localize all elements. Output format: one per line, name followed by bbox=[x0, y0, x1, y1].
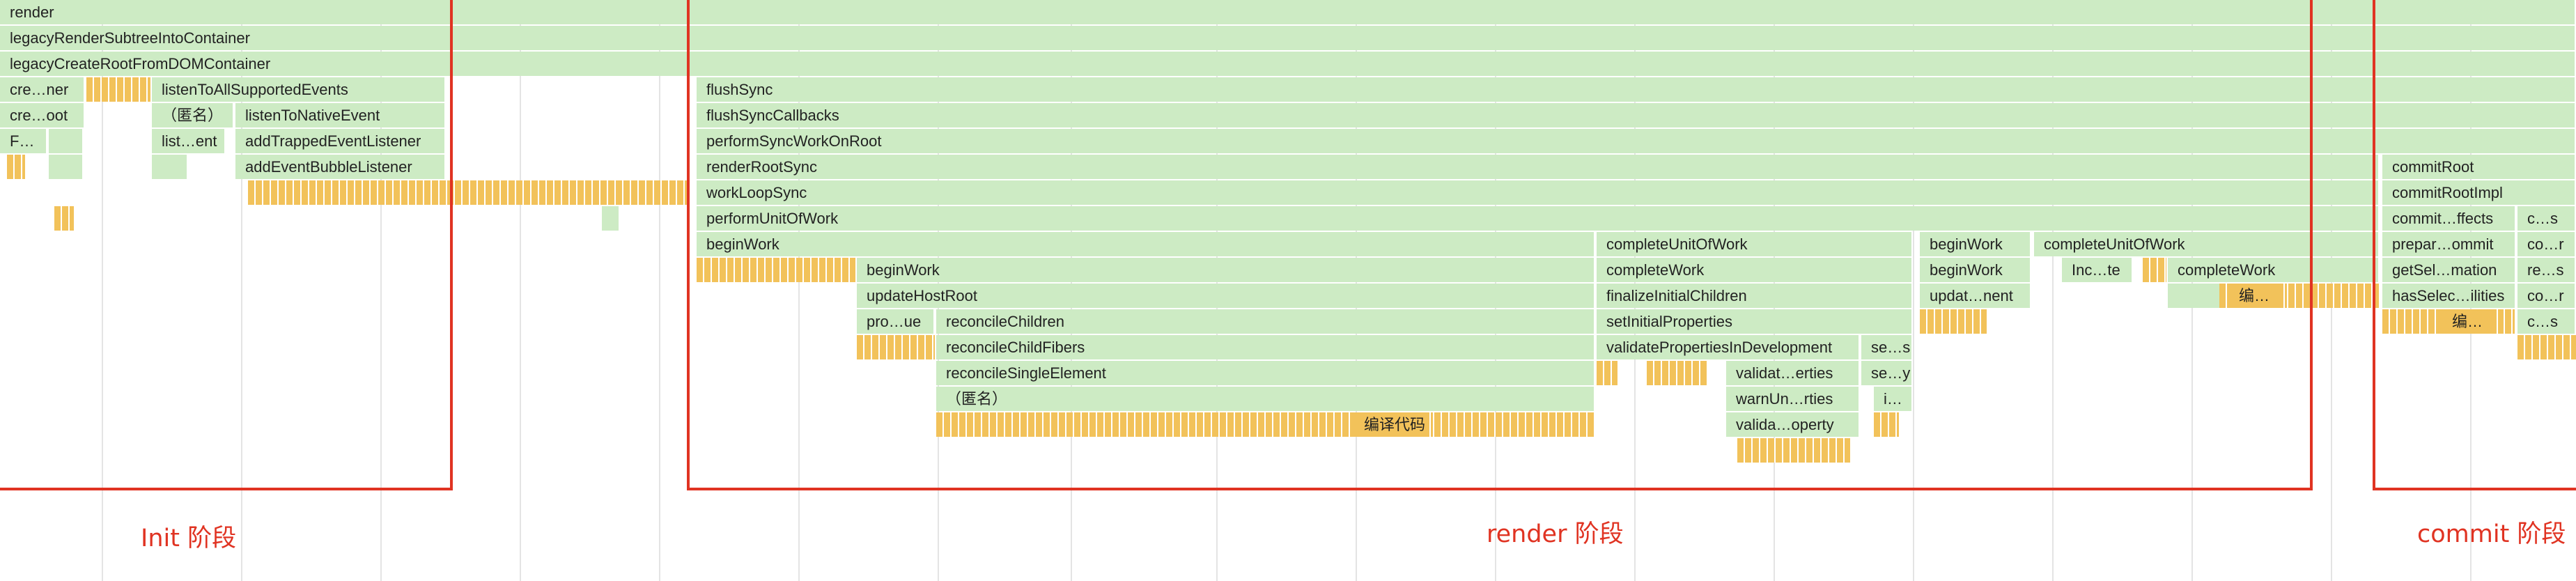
flame-frame[interactable]: hasSelec…ilities bbox=[2382, 284, 2516, 308]
flame-frame[interactable]: （匿名） bbox=[152, 103, 234, 127]
flame-frame[interactable]: completeWork bbox=[2168, 258, 2380, 282]
flame-frame[interactable]: co…r bbox=[2517, 232, 2576, 256]
grid-line bbox=[798, 0, 800, 581]
flame-frame[interactable]: cre…oot bbox=[0, 103, 85, 127]
flame-frame[interactable]: se…s bbox=[1861, 335, 1913, 359]
flame-frame[interactable]: updat…nent bbox=[1920, 284, 2031, 308]
flame-frame[interactable] bbox=[49, 129, 84, 153]
flame-frame[interactable]: validatePropertiesInDevelopment bbox=[1597, 335, 1860, 359]
grid-line bbox=[380, 0, 382, 581]
flame-frame[interactable]: performSyncWorkOnRoot bbox=[697, 129, 2576, 153]
compile-frame[interactable] bbox=[697, 258, 855, 282]
compile-frame[interactable] bbox=[2143, 258, 2166, 282]
flame-frame[interactable]: pro…ue bbox=[857, 309, 935, 334]
grid-line bbox=[659, 0, 660, 581]
grid-line bbox=[1913, 0, 1914, 581]
flame-frame[interactable]: Inc…te bbox=[2062, 258, 2133, 282]
grid-line bbox=[520, 0, 521, 581]
flame-frame[interactable]: commit…ffects bbox=[2382, 206, 2516, 231]
compile-frame[interactable] bbox=[936, 412, 1595, 437]
flame-frame[interactable]: renderRootSync bbox=[697, 155, 2380, 179]
flame-frame[interactable]: list…ent bbox=[152, 129, 226, 153]
flame-frame[interactable]: 编… bbox=[2229, 284, 2285, 308]
flame-frame[interactable]: c…s bbox=[2517, 309, 2576, 334]
compile-frame[interactable] bbox=[1874, 412, 1899, 437]
flame-frame[interactable]: flushSync bbox=[697, 77, 2576, 102]
flame-frame[interactable]: warnUn…rties bbox=[1726, 387, 1860, 411]
flame-frame[interactable]: flushSyncCallbacks bbox=[697, 103, 2576, 127]
flame-frame[interactable]: valida…operty bbox=[1726, 412, 1860, 437]
flame-frame[interactable]: completeUnitOfWork bbox=[1597, 232, 1913, 256]
grid-line bbox=[2052, 0, 2054, 581]
flame-frame[interactable]: beginWork bbox=[857, 258, 1595, 282]
flame-frame[interactable]: getSel…mation bbox=[2382, 258, 2516, 282]
flame-frame[interactable]: beginWork bbox=[697, 232, 1595, 256]
flame-frame[interactable]: legacyRenderSubtreeIntoContainer bbox=[0, 26, 2576, 50]
flame-frame[interactable]: validat…erties bbox=[1726, 361, 1860, 385]
flame-frame[interactable]: setInitialProperties bbox=[1597, 309, 1913, 334]
flame-frame[interactable]: completeWork bbox=[1597, 258, 1913, 282]
init-phase-label: Init 阶段 bbox=[141, 525, 237, 552]
compile-frame[interactable] bbox=[857, 335, 935, 359]
flame-frame[interactable] bbox=[49, 155, 84, 179]
render-phase-label: render 阶段 bbox=[1487, 520, 1624, 548]
grid-line bbox=[102, 0, 103, 581]
flame-frame[interactable]: legacyCreateRootFromDOMContainer bbox=[0, 52, 2576, 76]
flame-frame[interactable]: cre…ner bbox=[0, 77, 85, 102]
compile-frame[interactable] bbox=[1647, 361, 1707, 385]
flame-frame[interactable]: workLoopSync bbox=[697, 180, 2380, 205]
compile-frame[interactable] bbox=[86, 77, 150, 102]
flame-frame[interactable]: 编… bbox=[2442, 309, 2498, 334]
flame-frame[interactable]: performUnitOfWork bbox=[697, 206, 2380, 231]
flame-frame[interactable]: reconcileChildren bbox=[936, 309, 1595, 334]
flame-frame[interactable]: commitRoot bbox=[2382, 155, 2576, 179]
flame-frame[interactable]: F… bbox=[0, 129, 47, 153]
flame-frame[interactable]: listenToAllSupportedEvents bbox=[152, 77, 446, 102]
flame-frame[interactable]: （匿名） bbox=[936, 387, 1595, 411]
compile-frame[interactable] bbox=[1597, 361, 1617, 385]
compile-frame[interactable] bbox=[1737, 438, 1850, 463]
commit-phase-label: commit 阶段 bbox=[2417, 520, 2566, 548]
flame-frame[interactable]: i… bbox=[1874, 387, 1913, 411]
flame-frame[interactable]: updateHostRoot bbox=[857, 284, 1595, 308]
grid-line bbox=[241, 0, 242, 581]
compile-frame[interactable] bbox=[7, 155, 25, 179]
flame-frame[interactable]: addEventBubbleListener bbox=[235, 155, 446, 179]
flame-frame[interactable]: commitRootImpl bbox=[2382, 180, 2576, 205]
compile-frame[interactable] bbox=[248, 180, 687, 205]
compile-frame[interactable] bbox=[54, 206, 74, 231]
flame-frame[interactable]: 编译代码 bbox=[1354, 412, 1431, 437]
flame-frame[interactable]: finalizeInitialChildren bbox=[1597, 284, 1913, 308]
flame-frame[interactable]: reconcileSingleElement bbox=[936, 361, 1595, 385]
flame-frame[interactable]: re…s bbox=[2517, 258, 2576, 282]
flame-frame[interactable] bbox=[602, 206, 620, 231]
compile-frame[interactable] bbox=[2517, 335, 2576, 359]
flame-frame[interactable]: c…s bbox=[2517, 206, 2576, 231]
flame-frame[interactable]: listenToNativeEvent bbox=[235, 103, 446, 127]
flame-frame[interactable]: co…r bbox=[2517, 284, 2576, 308]
flame-frame[interactable]: addTrappedEventListener bbox=[235, 129, 446, 153]
flame-frame[interactable]: prepar…ommit bbox=[2382, 232, 2516, 256]
flame-frame[interactable]: completeUnitOfWork bbox=[2034, 232, 2380, 256]
compile-frame[interactable] bbox=[1920, 309, 1987, 334]
flame-frame[interactable] bbox=[152, 155, 188, 179]
flame-frame[interactable]: beginWork bbox=[1920, 232, 2031, 256]
flame-frame[interactable]: beginWork bbox=[1920, 258, 2031, 282]
flame-frame[interactable]: render bbox=[0, 0, 2576, 24]
flame-frame[interactable]: reconcileChildFibers bbox=[936, 335, 1595, 359]
flame-frame[interactable]: se…y bbox=[1861, 361, 1913, 385]
